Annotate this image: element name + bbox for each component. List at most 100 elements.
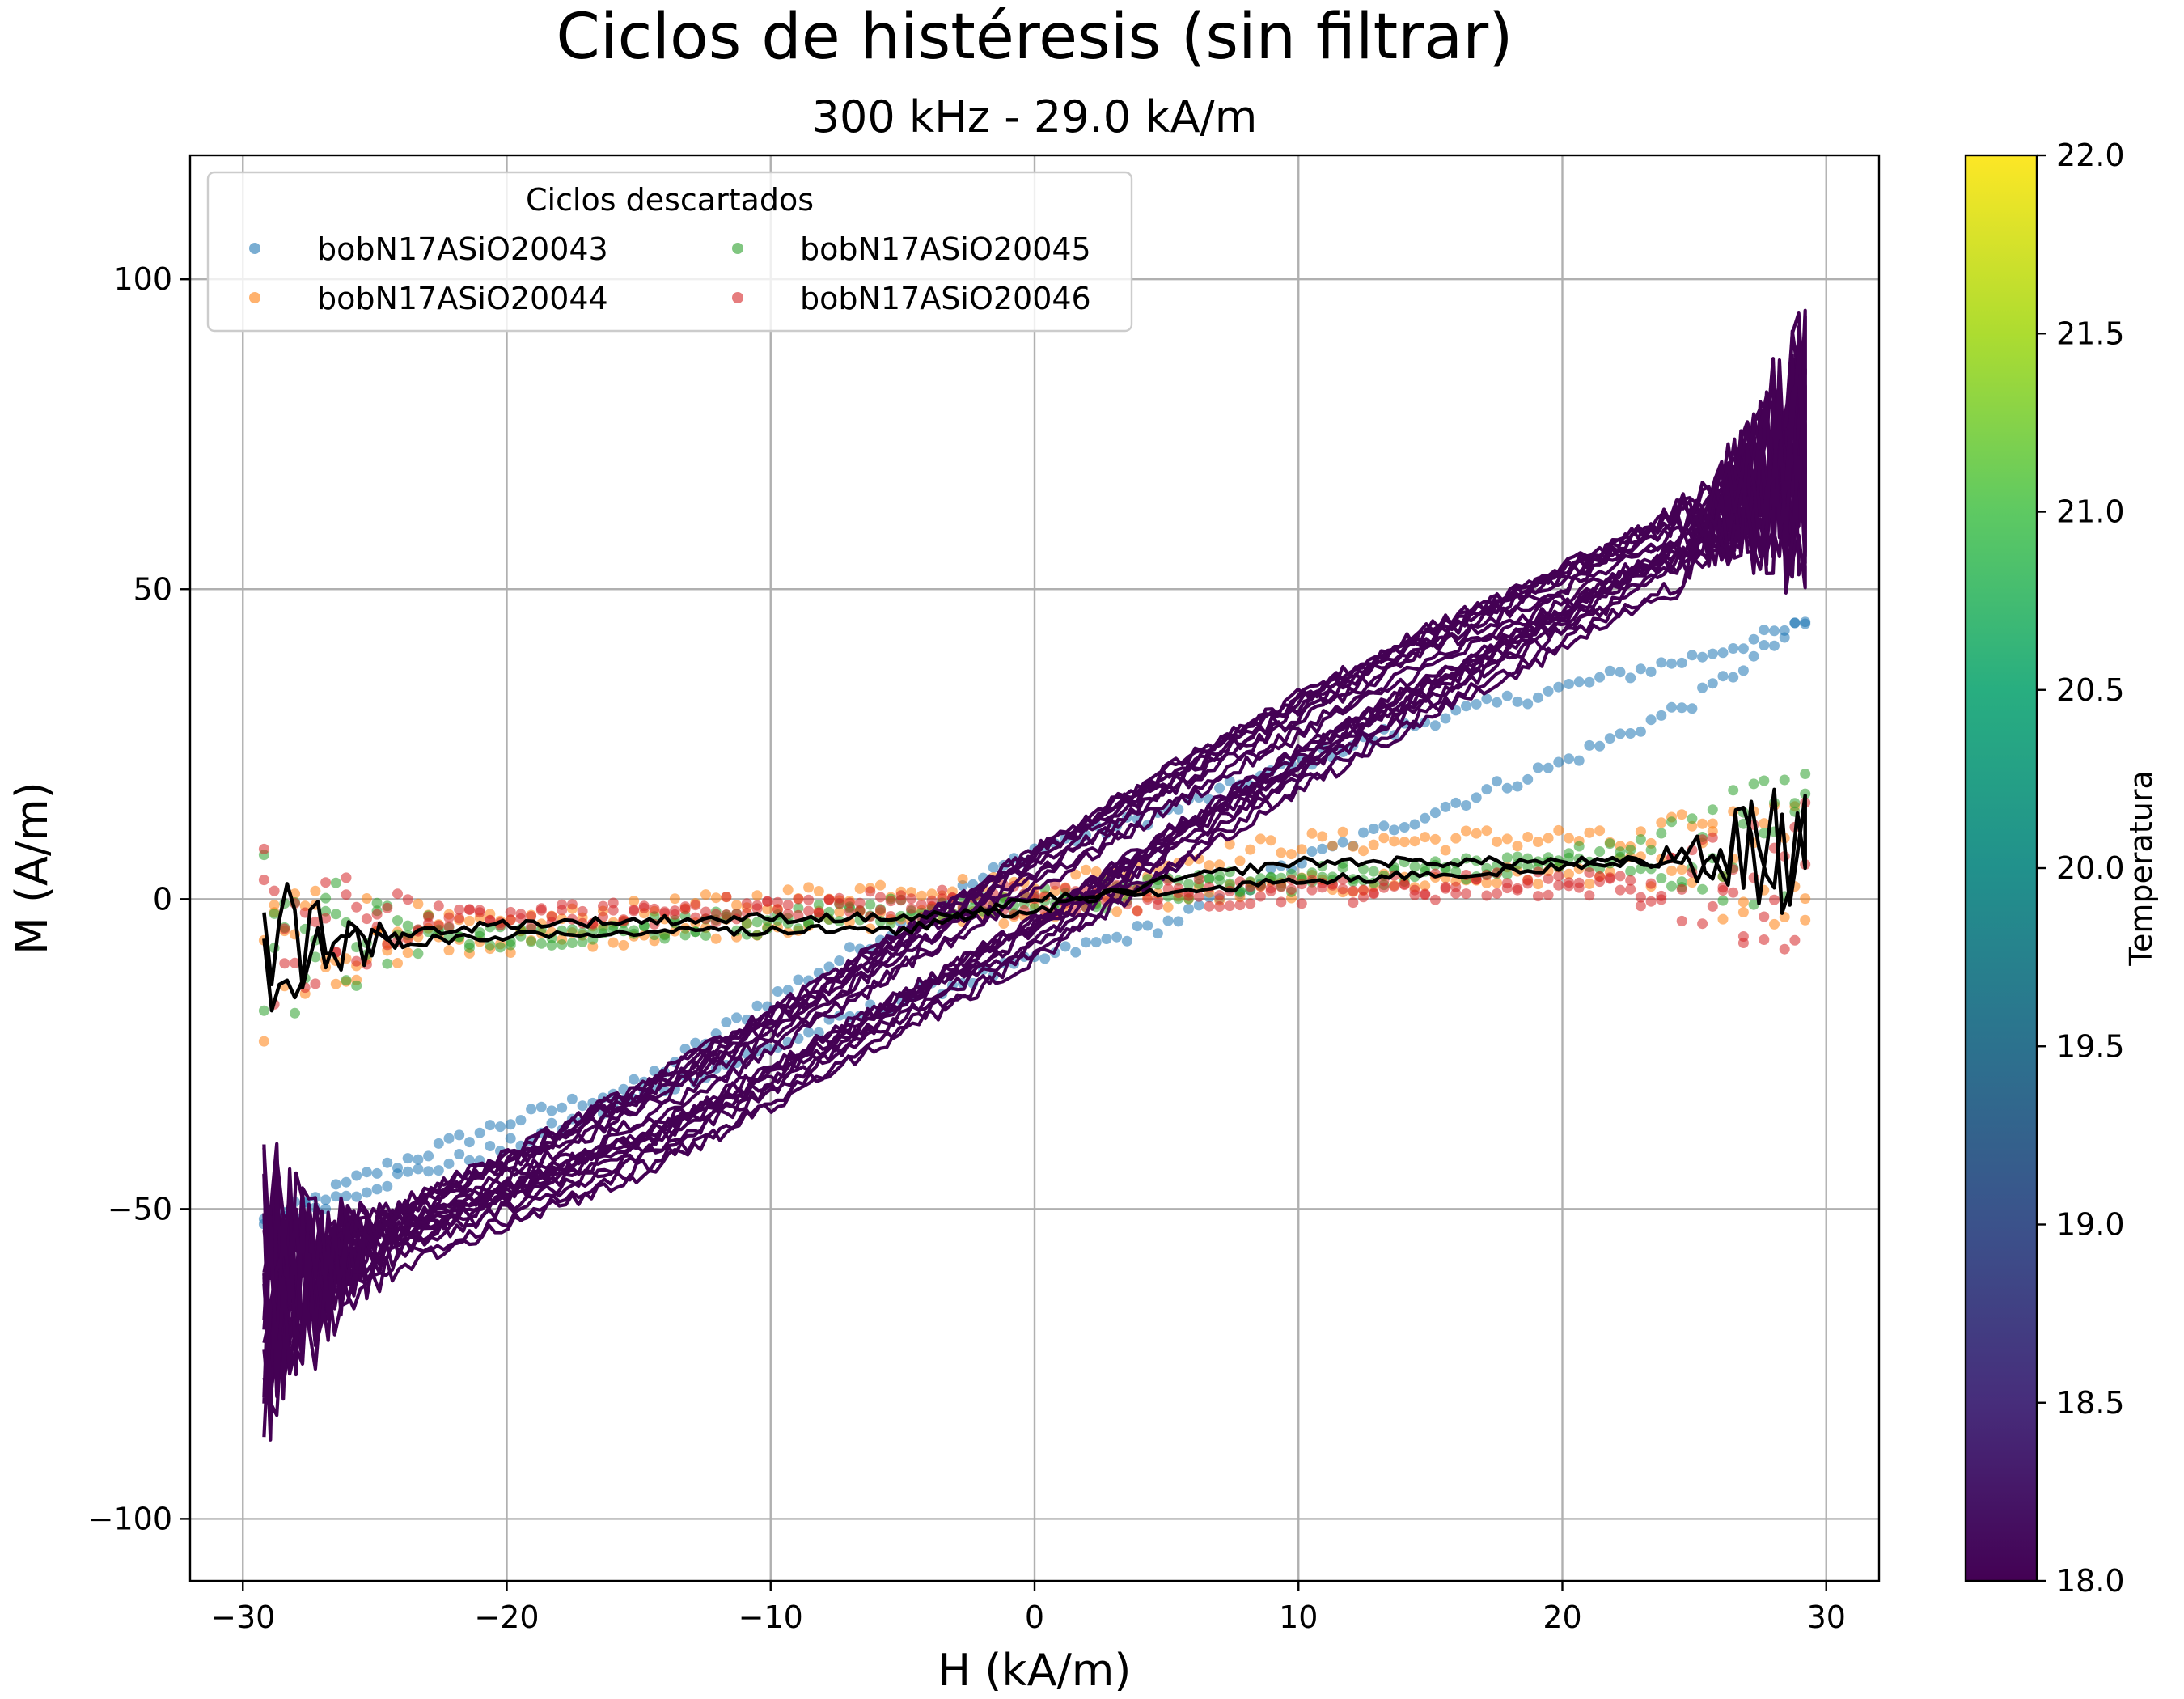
scatter-point bbox=[1358, 863, 1369, 875]
scatter-point bbox=[1492, 888, 1503, 899]
scatter-point bbox=[463, 942, 475, 953]
colorbar-tick-label: 19.0 bbox=[2056, 1207, 2125, 1243]
scatter-point bbox=[1337, 862, 1348, 874]
scatter-point bbox=[751, 1000, 763, 1011]
scatter-point bbox=[320, 913, 332, 924]
scatter-point bbox=[382, 958, 393, 969]
scatter-point bbox=[1214, 890, 1225, 900]
scatter-point bbox=[1081, 864, 1091, 875]
scatter-point bbox=[751, 890, 763, 901]
scatter-point bbox=[1553, 824, 1564, 836]
scatter-point bbox=[1687, 813, 1698, 824]
colorbar-tick-label: 18.0 bbox=[2056, 1563, 2125, 1599]
scatter-point bbox=[1337, 826, 1348, 837]
scatter-point bbox=[371, 909, 383, 920]
scatter-point bbox=[1296, 898, 1307, 909]
scatter-point bbox=[423, 911, 434, 922]
scatter-point bbox=[1327, 840, 1338, 851]
scatter-point bbox=[1348, 885, 1359, 896]
scatter-point bbox=[1183, 903, 1194, 914]
scatter-point bbox=[1748, 650, 1759, 662]
colorbar: 18.0 18.5 19.0 19.5 20.0 20.5 21.0 21.5 22.0 Tem… bbox=[1964, 138, 2159, 1599]
scatter-point bbox=[1234, 855, 1246, 866]
scatter-point bbox=[1152, 928, 1163, 939]
scatter-point bbox=[1625, 875, 1636, 886]
scatter-point bbox=[1697, 651, 1708, 663]
scatter-point bbox=[1728, 643, 1739, 654]
scatter-point bbox=[1193, 891, 1204, 902]
scatter-point bbox=[402, 894, 413, 905]
scatter-point bbox=[762, 904, 773, 915]
scatter-point bbox=[1759, 818, 1770, 829]
scatter-point bbox=[1666, 865, 1677, 876]
scatter-point bbox=[1553, 871, 1564, 882]
scatter-point bbox=[1255, 891, 1266, 902]
scatter-point bbox=[1481, 784, 1492, 795]
scatter-point bbox=[413, 1163, 424, 1175]
scatter-point bbox=[741, 917, 752, 929]
scatter-point bbox=[823, 961, 835, 972]
scatter-point bbox=[844, 897, 855, 909]
scatter-point bbox=[1676, 915, 1687, 926]
scatter-point bbox=[423, 1166, 434, 1177]
scatter-point bbox=[1450, 797, 1462, 808]
legend-marker bbox=[249, 292, 260, 303]
scatter-point bbox=[258, 843, 269, 854]
scatter-point bbox=[1779, 774, 1790, 786]
scatter-point bbox=[834, 898, 845, 909]
scatter-point bbox=[1635, 892, 1646, 903]
scatter-point bbox=[1420, 880, 1431, 892]
scatter-point bbox=[638, 900, 650, 912]
scatter-point bbox=[371, 1184, 383, 1195]
scatter-point bbox=[1492, 776, 1503, 787]
scatter-point bbox=[1162, 901, 1174, 913]
scatter-point bbox=[865, 886, 876, 897]
scatter-point bbox=[1543, 889, 1554, 900]
scatter-point bbox=[310, 885, 321, 896]
scatter-point bbox=[1737, 665, 1749, 676]
scatter-point bbox=[782, 909, 794, 920]
scatter-point bbox=[1800, 769, 1811, 779]
scatter-point bbox=[1553, 681, 1564, 693]
scatter-point bbox=[1358, 892, 1369, 903]
scatter-point bbox=[659, 933, 671, 944]
x-tick-label: 0 bbox=[1025, 1599, 1044, 1635]
scatter-point bbox=[341, 872, 352, 883]
scatter-point bbox=[1635, 663, 1646, 675]
scatter-point bbox=[1769, 640, 1780, 651]
legend-box bbox=[206, 171, 1133, 333]
scatter-point bbox=[834, 906, 845, 917]
scatter-point bbox=[1615, 667, 1626, 678]
scatter-point bbox=[721, 892, 732, 902]
kept-cycles bbox=[262, 308, 1807, 1442]
scatter-point bbox=[803, 1027, 815, 1038]
scatter-point bbox=[793, 893, 804, 905]
scatter-point bbox=[1142, 920, 1153, 931]
scatter-point bbox=[1543, 685, 1554, 697]
scatter-point bbox=[700, 906, 711, 917]
scatter-point bbox=[330, 1191, 341, 1202]
scatter-point bbox=[865, 899, 876, 910]
scatter-point bbox=[557, 905, 568, 916]
scatter-point bbox=[1399, 879, 1410, 891]
scatter-point bbox=[1420, 888, 1431, 900]
scatter-point bbox=[1522, 878, 1534, 889]
scatter-point bbox=[1769, 918, 1780, 930]
scatter-point bbox=[1697, 918, 1708, 930]
scatter-point bbox=[535, 903, 547, 914]
scatter-point bbox=[618, 939, 629, 951]
scatter-point bbox=[392, 888, 403, 900]
scatter-point bbox=[1501, 690, 1513, 701]
scatter-point bbox=[1492, 836, 1503, 847]
colorbar-tick-label: 21.0 bbox=[2056, 494, 2125, 530]
scatter-point bbox=[916, 899, 927, 910]
scatter-point bbox=[1368, 824, 1379, 834]
scatter-point bbox=[1707, 818, 1718, 829]
scatter-point bbox=[1440, 801, 1451, 812]
scatter-point bbox=[495, 1121, 506, 1133]
scatter-point bbox=[679, 930, 691, 941]
scatter-point bbox=[1645, 845, 1657, 856]
scatter-point bbox=[906, 893, 917, 905]
scatter-point bbox=[1440, 713, 1451, 724]
